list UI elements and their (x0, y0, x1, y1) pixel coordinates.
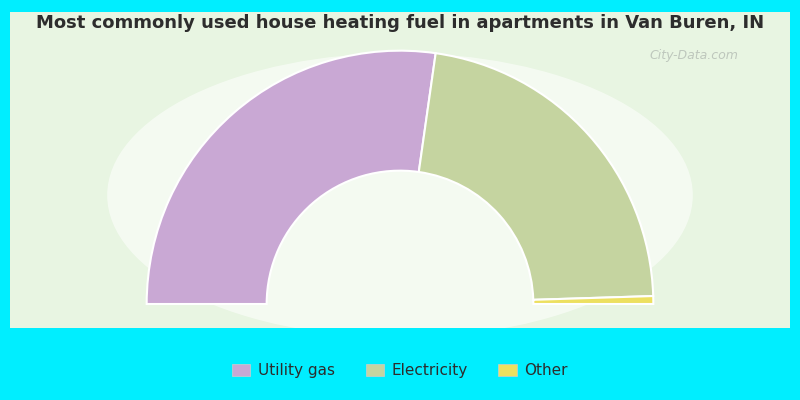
Legend: Utility gas, Electricity, Other: Utility gas, Electricity, Other (226, 357, 574, 384)
FancyBboxPatch shape (0, 6, 800, 334)
Wedge shape (418, 53, 654, 300)
Wedge shape (534, 296, 654, 304)
Text: City-Data.com: City-Data.com (650, 50, 738, 62)
Ellipse shape (107, 53, 693, 338)
Text: Most commonly used house heating fuel in apartments in Van Buren, IN: Most commonly used house heating fuel in… (36, 14, 764, 32)
Wedge shape (146, 51, 436, 304)
